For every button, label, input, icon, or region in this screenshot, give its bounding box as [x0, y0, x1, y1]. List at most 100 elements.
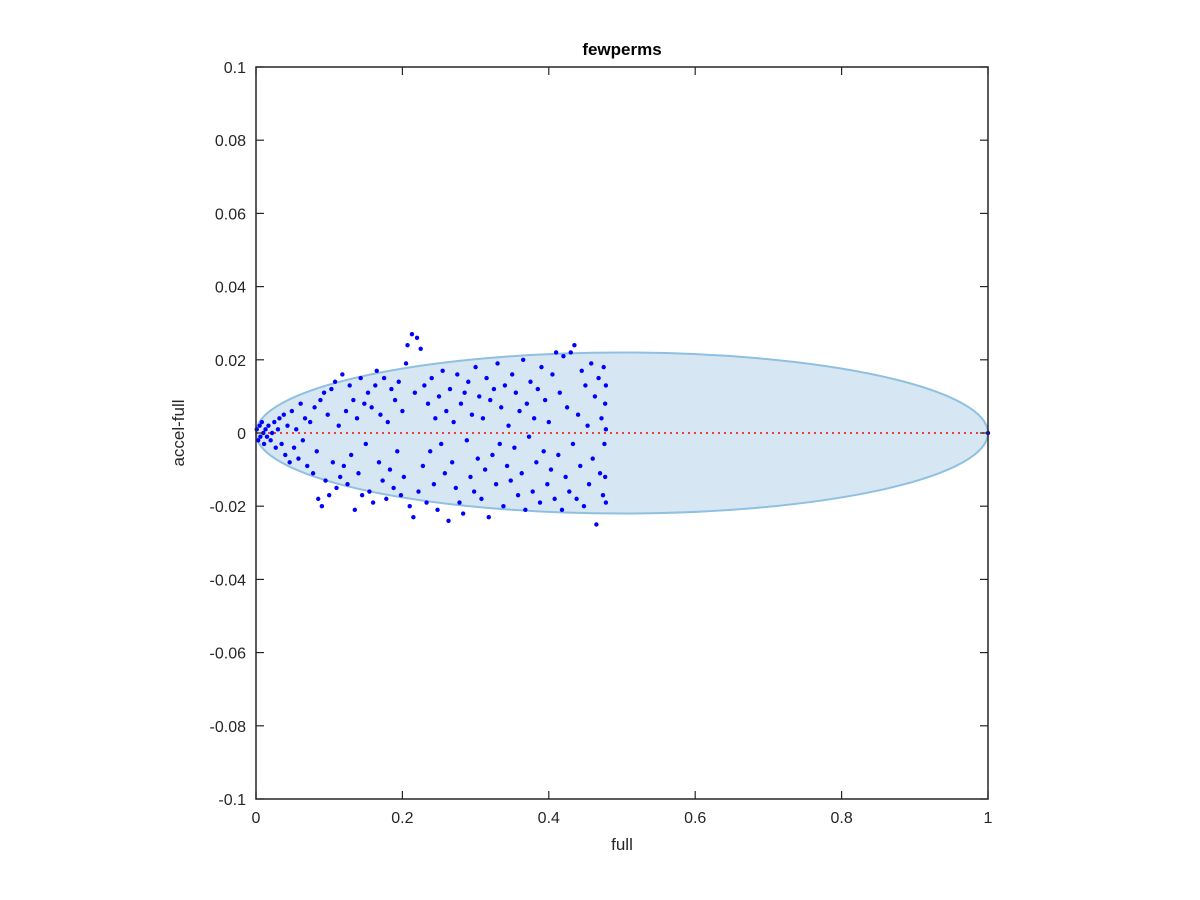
data-point	[442, 471, 448, 476]
data-point	[574, 496, 579, 502]
data-point	[345, 482, 350, 487]
data-point	[499, 405, 504, 410]
y-axis-label: accel-full	[169, 399, 188, 466]
data-point	[438, 441, 444, 447]
data-point	[455, 372, 460, 377]
data-point	[473, 364, 478, 370]
data-point	[264, 434, 270, 439]
data-point	[451, 419, 456, 425]
data-point	[602, 474, 608, 480]
data-point	[302, 416, 308, 421]
data-point	[287, 460, 292, 465]
data-point	[592, 394, 598, 399]
data-point	[425, 401, 431, 406]
data-point	[314, 449, 319, 454]
data-point	[464, 438, 470, 443]
data-point	[557, 390, 562, 395]
y-tick-label: 0.08	[215, 133, 246, 150]
data-point	[546, 419, 551, 425]
x-tick-label: 0.4	[538, 810, 560, 827]
data-point	[351, 397, 356, 403]
data-point	[310, 471, 316, 476]
data-point	[477, 394, 482, 399]
data-point	[594, 522, 599, 527]
data-point	[358, 375, 363, 381]
data-point	[359, 493, 365, 498]
x-axis-label: full	[611, 835, 633, 854]
data-point	[257, 423, 262, 428]
data-point	[269, 430, 275, 436]
y-tick-label: -0.06	[210, 646, 247, 663]
data-point	[486, 514, 491, 520]
data-point	[407, 504, 412, 509]
data-point	[354, 416, 360, 421]
data-point	[446, 518, 451, 524]
data-point	[523, 507, 528, 513]
data-point	[599, 416, 604, 421]
data-point	[343, 408, 349, 414]
data-point	[488, 397, 493, 403]
data-point	[378, 412, 383, 417]
data-point	[259, 419, 265, 425]
data-point	[567, 489, 572, 494]
data-point	[515, 493, 521, 498]
data-point	[392, 397, 398, 403]
data-point	[493, 482, 499, 487]
data-point	[561, 353, 566, 359]
data-point	[416, 489, 421, 494]
data-point	[370, 500, 376, 505]
data-point	[348, 452, 354, 458]
data-point	[447, 386, 453, 392]
data-point	[327, 493, 332, 498]
data-point	[318, 397, 323, 403]
data-point	[409, 331, 415, 337]
data-point	[475, 456, 480, 461]
y-tick-label: -0.08	[210, 719, 247, 736]
data-point	[283, 452, 288, 458]
data-point	[468, 474, 473, 480]
data-point	[559, 507, 565, 513]
data-point	[321, 390, 327, 395]
data-point	[373, 383, 378, 388]
y-tick-label: 0	[237, 426, 246, 443]
y-tick-label: 0.1	[224, 60, 246, 77]
x-axis-ticks: 0 0.2 0.4 0.6 0.8 1	[252, 67, 993, 827]
data-point	[420, 463, 426, 469]
data-point	[428, 449, 433, 454]
data-point	[457, 500, 462, 505]
x-tick-label: 0.6	[684, 810, 706, 827]
data-point	[528, 379, 533, 384]
data-point	[275, 427, 281, 432]
data-point	[471, 489, 477, 494]
data-point	[436, 394, 442, 399]
data-point	[510, 372, 515, 377]
data-point	[273, 445, 278, 450]
data-point	[480, 416, 486, 421]
data-point	[362, 401, 367, 406]
data-point	[542, 397, 548, 403]
data-point	[600, 493, 606, 498]
data-point	[395, 449, 400, 454]
data-point	[305, 463, 310, 469]
data-point	[266, 423, 271, 428]
data-point	[597, 471, 603, 476]
data-point	[553, 350, 559, 355]
data-point	[380, 478, 385, 483]
y-tick-label: 0.02	[215, 353, 246, 370]
data-point	[319, 504, 325, 509]
data-point	[298, 401, 303, 406]
y-tick-label: -0.1	[218, 792, 246, 809]
data-point	[411, 514, 416, 520]
x-tick-label: 1	[984, 810, 993, 827]
data-point	[367, 489, 372, 494]
data-point	[578, 463, 583, 469]
data-point	[502, 383, 508, 388]
data-point	[356, 471, 361, 476]
data-point	[429, 375, 434, 381]
data-point	[491, 386, 497, 392]
data-point	[332, 379, 338, 384]
data-point	[263, 427, 268, 432]
data-point	[462, 390, 467, 395]
data-point	[433, 416, 438, 421]
